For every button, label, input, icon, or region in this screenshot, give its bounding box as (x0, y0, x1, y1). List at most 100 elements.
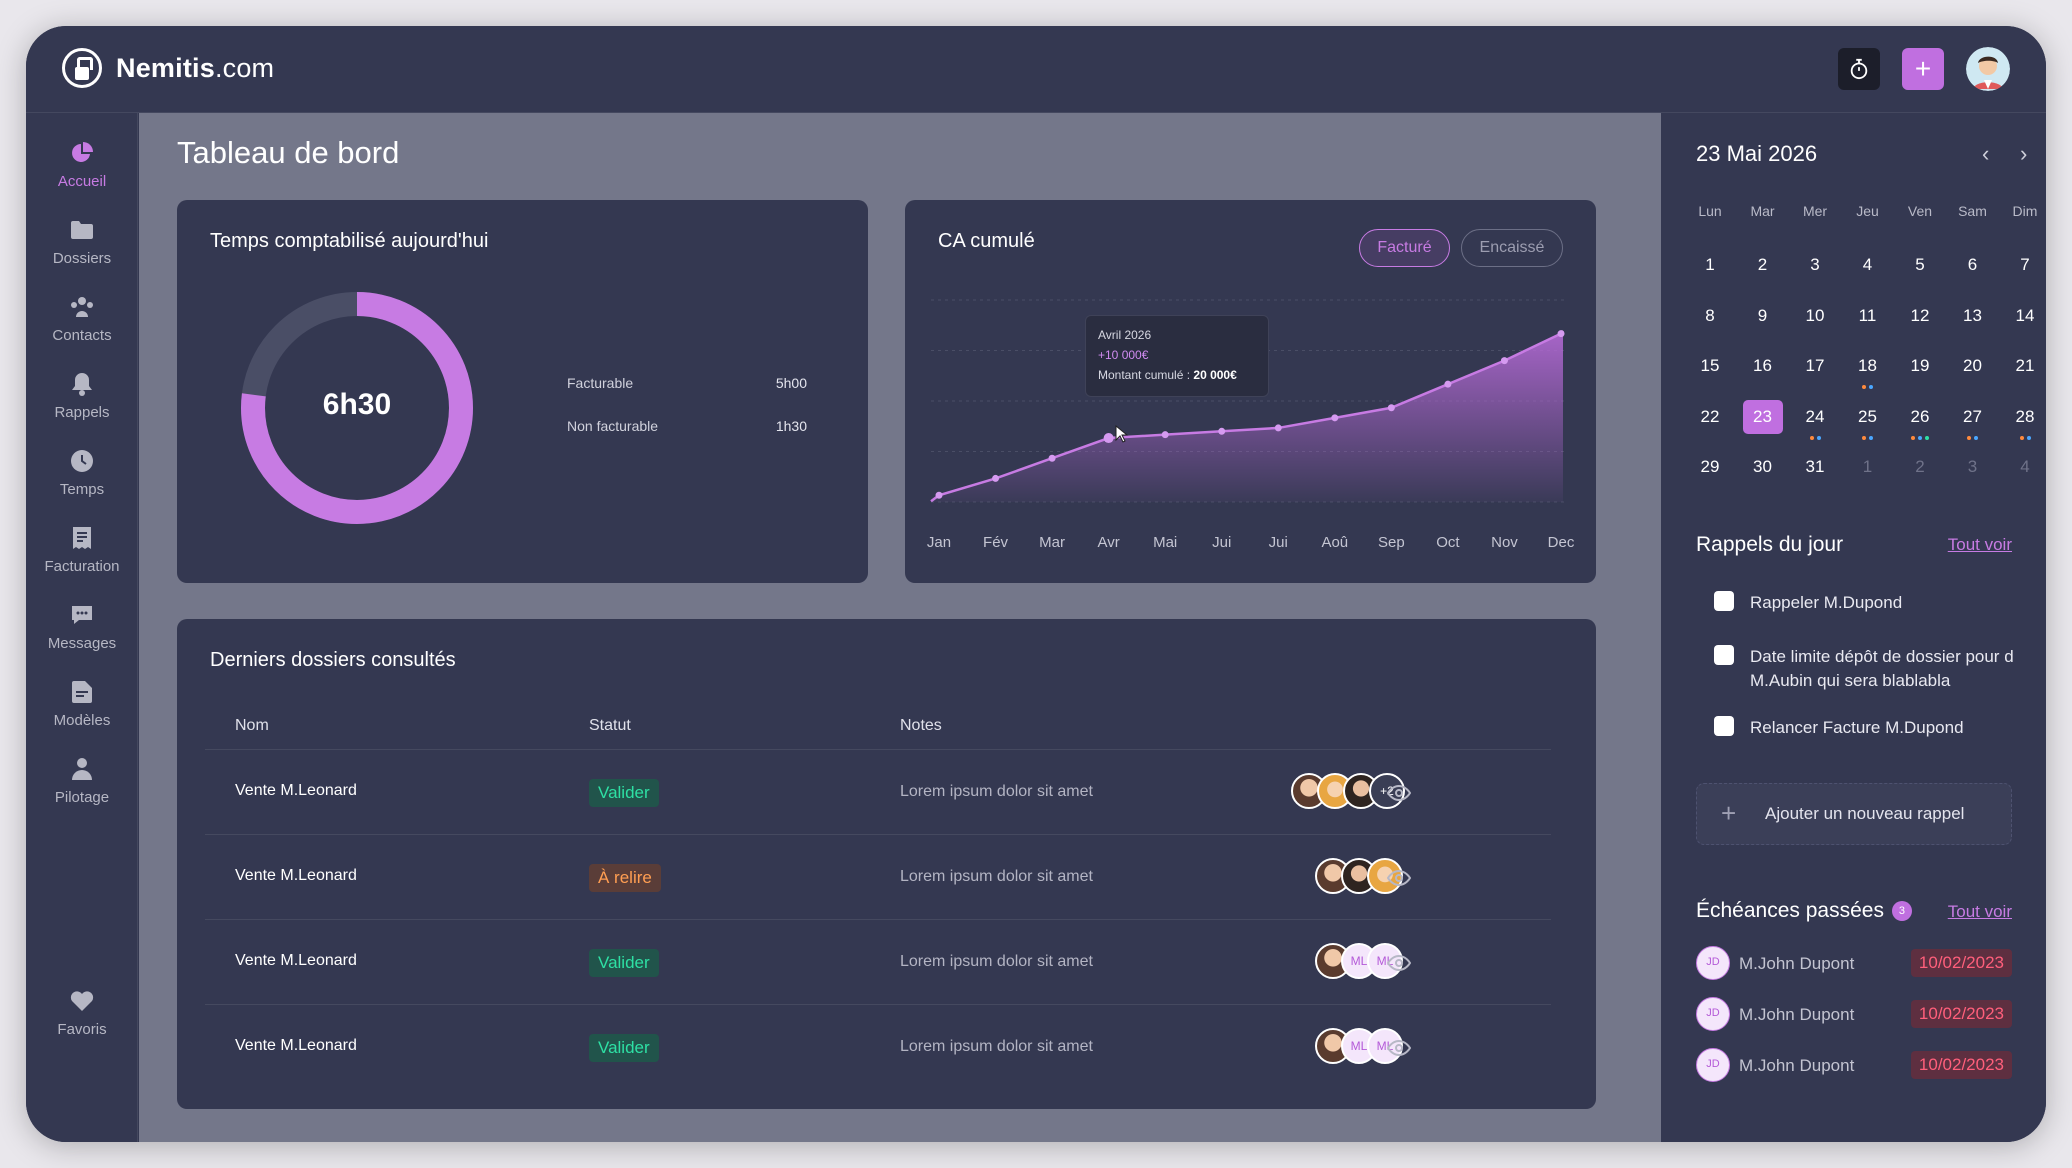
time-card-title: Temps comptabilisé aujourd'hui (210, 230, 489, 252)
data-point[interactable] (1557, 330, 1565, 338)
col-header-status[interactable]: Statut (589, 717, 631, 734)
calendar-day[interactable]: 25 (1858, 406, 1877, 426)
calendar-day[interactable]: 4 (1862, 255, 1873, 274)
sidebar-item-label: Dossiers (52, 250, 112, 267)
calendar-day[interactable]: 16 (1753, 356, 1772, 375)
eye-icon[interactable] (1387, 1036, 1411, 1060)
calendar-day[interactable]: 10 (1805, 305, 1825, 325)
ca-area (931, 330, 1563, 502)
deadlines-see-all-link[interactable]: Tout voir (1947, 902, 2012, 921)
col-header-notes[interactable]: Notes (900, 717, 942, 734)
data-point[interactable] (1218, 427, 1226, 435)
chevron-right-icon[interactable]: › (2020, 141, 2028, 166)
sidebar: Accueil Dossiers Contacts Rappels Temps (26, 113, 138, 1142)
deadline-item[interactable]: JD M.John Dupont 10/02/2023 (1696, 997, 2012, 1033)
calendar-day[interactable]: 21 (2015, 356, 2035, 375)
data-point[interactable] (1274, 424, 1282, 432)
deadline-name: M.John Dupont (1739, 1056, 1855, 1075)
calendar-day[interactable]: 4 (2020, 457, 2030, 476)
reminder-item[interactable]: Rappeler M.Dupond (1714, 591, 2034, 615)
calendar-day[interactable]: 1 (1705, 255, 1715, 274)
table-row[interactable]: Vente M.Leonard À relire Lorem ipsum dol… (205, 834, 1551, 919)
data-point[interactable] (1103, 433, 1114, 444)
toggle-facture[interactable]: Facturé (1359, 229, 1450, 267)
calendar-day[interactable]: 19 (1910, 356, 1930, 375)
reminder-checkbox[interactable] (1714, 591, 1734, 611)
toggle-encaisse[interactable]: Encaissé (1461, 229, 1563, 267)
sidebar-item-rappels[interactable]: Rappels (26, 372, 138, 421)
table-row[interactable]: Vente M.Leonard Valider Lorem ipsum dolo… (205, 919, 1551, 1004)
calendar-day[interactable]: 28 (2015, 406, 2035, 426)
tooltip-delta: +10 000€ (1098, 348, 1149, 362)
calendar-day[interactable]: 14 (2015, 305, 2035, 325)
data-point[interactable] (1048, 454, 1056, 462)
eye-icon[interactable] (1387, 866, 1411, 890)
x-tick-label: Mai (1153, 534, 1177, 551)
calendar-day[interactable]: 29 (1700, 457, 1720, 476)
calendar-day[interactable]: 18 (1858, 356, 1877, 375)
reminder-checkbox[interactable] (1714, 716, 1734, 736)
tooltip-month: Avril 2026 (1098, 328, 1152, 342)
data-point[interactable] (1161, 431, 1169, 439)
eye-icon[interactable] (1387, 781, 1411, 805)
logo[interactable]: Nemitis.com (62, 48, 274, 88)
data-point[interactable] (1387, 404, 1395, 412)
calendar-day[interactable]: 22 (1700, 406, 1720, 426)
sidebar-item-favoris[interactable]: Favoris (26, 989, 138, 1038)
deadline-item[interactable]: JD M.John Dupont 10/02/2023 (1696, 946, 2012, 982)
calendar-day[interactable]: 12 (1910, 305, 1930, 325)
calendar-day[interactable]: 11 (1858, 305, 1877, 325)
table-row[interactable]: Vente M.Leonard Valider Lorem ipsum dolo… (205, 1004, 1551, 1089)
sidebar-item-accueil[interactable]: Accueil (26, 141, 138, 190)
calendar-day[interactable]: 5 (1915, 255, 1925, 274)
add-button[interactable]: + (1902, 48, 1944, 90)
calendar-day[interactable]: 26 (1910, 406, 1930, 426)
calendar-day[interactable]: 7 (2020, 255, 2030, 274)
calendar-day[interactable]: 3 (1967, 457, 1978, 476)
timer-button[interactable] (1838, 48, 1880, 90)
reminder-checkbox[interactable] (1714, 645, 1734, 665)
data-point[interactable] (1331, 414, 1339, 422)
calendar-day[interactable]: 13 (1963, 305, 1982, 325)
reminders-see-all-link[interactable]: Tout voir (1947, 535, 2012, 554)
calendar-day[interactable]: 27 (1963, 406, 1982, 426)
calendar-day[interactable]: 31 (1805, 457, 1825, 476)
reminder-item[interactable]: Date limite dépôt de dossier pour d M.Au… (1714, 645, 2034, 693)
chat-icon (70, 603, 94, 627)
reminder-item[interactable]: Relancer Facture M.Dupond (1714, 716, 2034, 740)
eye-icon[interactable] (1387, 951, 1411, 975)
sidebar-item-facturation[interactable]: Facturation (26, 526, 138, 575)
calendar-day[interactable]: 20 (1963, 356, 1982, 375)
deadline-item[interactable]: JD M.John Dupont 10/02/2023 (1696, 1048, 2012, 1084)
sidebar-item-pilotage[interactable]: Pilotage (26, 757, 138, 806)
chevron-left-icon[interactable]: ‹ (1982, 141, 1990, 166)
sidebar-item-label: Modèles (53, 712, 111, 729)
col-header-name[interactable]: Nom (235, 717, 269, 734)
user-avatar[interactable] (1966, 47, 2010, 91)
calendar-day[interactable]: 8 (1705, 305, 1715, 325)
add-reminder-button[interactable]: + Ajouter un nouveau rappel (1696, 783, 2012, 845)
data-point[interactable] (992, 474, 1000, 482)
sidebar-item-contacts[interactable]: Contacts (26, 295, 138, 344)
calendar-day[interactable]: 15 (1700, 356, 1720, 375)
sidebar-item-modeles[interactable]: Modèles (26, 680, 138, 729)
avatar-group[interactable]: +2 (1291, 773, 1405, 809)
data-point[interactable] (1444, 380, 1452, 388)
calendar-day[interactable]: 1 (1862, 457, 1873, 476)
reminder-label: Relancer Facture M.Dupond (1750, 718, 1964, 737)
calendar-day[interactable]: 9 (1757, 305, 1768, 325)
calendar-day[interactable]: 6 (1967, 255, 1978, 274)
calendar-day[interactable]: 24 (1805, 406, 1825, 426)
sidebar-item-temps[interactable]: Temps (26, 449, 138, 498)
sidebar-item-messages[interactable]: Messages (26, 603, 138, 652)
data-point[interactable] (1500, 357, 1508, 365)
sidebar-item-dossiers[interactable]: Dossiers (26, 218, 138, 267)
calendar-day[interactable]: 3 (1810, 255, 1820, 274)
data-point[interactable] (935, 491, 943, 499)
calendar-day[interactable]: 17 (1805, 356, 1825, 375)
table-row[interactable]: Vente M.Leonard Valider Lorem ipsum dolo… (205, 749, 1551, 834)
calendar-day[interactable]: 23 (1742, 399, 1783, 434)
calendar-day[interactable]: 30 (1753, 457, 1772, 476)
calendar-day[interactable]: 2 (1757, 255, 1768, 274)
calendar-day[interactable]: 2 (1915, 457, 1925, 476)
